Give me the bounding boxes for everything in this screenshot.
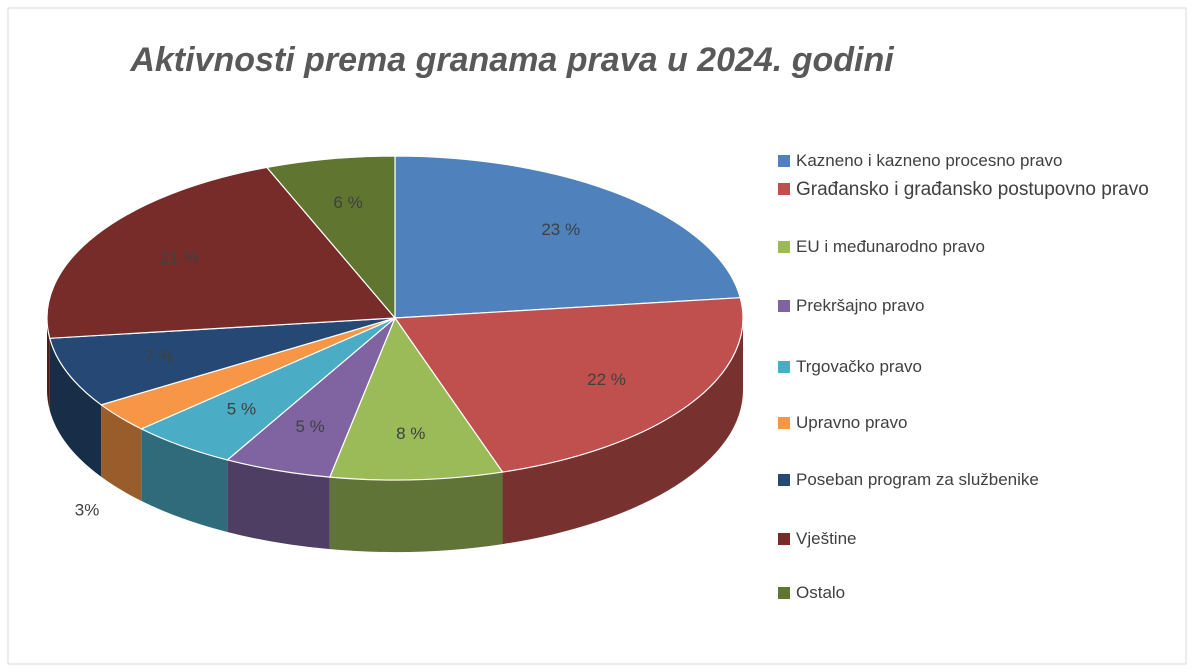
data-label: 23 % bbox=[541, 220, 580, 239]
data-labels: 23 % 22 % 8 % 5 % 5 % 3% 7 % 21 % 6 % bbox=[75, 193, 626, 520]
legend-label: Građansko i građansko postupovno pravo bbox=[796, 179, 1149, 200]
legend-label: Poseban program za službenike bbox=[796, 470, 1039, 489]
legend-item: Ostalo bbox=[778, 583, 1158, 603]
legend-swatch bbox=[778, 417, 790, 429]
data-label: 8 % bbox=[396, 424, 425, 443]
legend-swatch bbox=[778, 241, 790, 253]
data-label: 5 % bbox=[227, 400, 256, 419]
legend-swatch bbox=[778, 587, 790, 599]
pie-side bbox=[49, 338, 102, 477]
data-label: 21 % bbox=[160, 248, 199, 267]
legend-label: Upravno pravo bbox=[796, 413, 908, 432]
pie-slice bbox=[393, 297, 744, 473]
legend-item: Trgovačko pravo bbox=[778, 357, 1158, 377]
pie-side bbox=[141, 428, 228, 532]
legend-item: Prekršajno pravo bbox=[778, 296, 1158, 316]
pie-slice bbox=[265, 155, 396, 320]
pie-slice bbox=[48, 317, 396, 406]
legend-item: Kazneno i kazneno procesno pravo bbox=[778, 151, 1158, 171]
legend-swatch bbox=[778, 474, 790, 486]
legend-swatch bbox=[778, 155, 790, 167]
legend-item: Vještine bbox=[778, 529, 1158, 549]
legend-item: Poseban program za službenike bbox=[778, 470, 1158, 490]
pie-slice bbox=[394, 155, 742, 319]
legend-label: EU i međunarodno pravo bbox=[796, 237, 986, 256]
legend-swatch bbox=[778, 300, 790, 312]
pie-side bbox=[227, 459, 330, 550]
legend-swatch bbox=[778, 183, 790, 195]
pie-sides bbox=[47, 318, 743, 552]
legend-label: Trgovačko pravo bbox=[796, 357, 922, 376]
legend-item: Upravno pravo bbox=[778, 413, 1158, 433]
pie-side bbox=[502, 318, 743, 545]
legend-swatch bbox=[778, 361, 790, 373]
legend-label: Ostalo bbox=[796, 583, 846, 602]
data-label: 5 % bbox=[295, 417, 324, 436]
pie-tops bbox=[46, 155, 744, 481]
legend-item: EU i međunarodno pravo bbox=[778, 237, 1158, 257]
legend-swatch bbox=[778, 533, 790, 545]
data-label: 6 % bbox=[333, 193, 362, 212]
pie-slice bbox=[328, 316, 504, 481]
chart-title: Aktivnosti prema granama prava u 2024. g… bbox=[129, 41, 895, 79]
data-label: 7 % bbox=[145, 347, 174, 366]
legend-label: Kazneno i kazneno procesno pravo bbox=[796, 151, 1063, 170]
data-label: 3% bbox=[75, 501, 100, 520]
pie-slice bbox=[46, 166, 397, 339]
pie-side bbox=[329, 472, 503, 552]
legend-label: Vještine bbox=[796, 529, 857, 548]
data-label: 22 % bbox=[587, 370, 626, 389]
pie-side bbox=[101, 404, 142, 501]
pie-side bbox=[47, 318, 50, 411]
legend-label: Prekršajno pravo bbox=[796, 296, 925, 315]
legend-item: Građansko i građansko postupovno pravo bbox=[778, 179, 1158, 201]
